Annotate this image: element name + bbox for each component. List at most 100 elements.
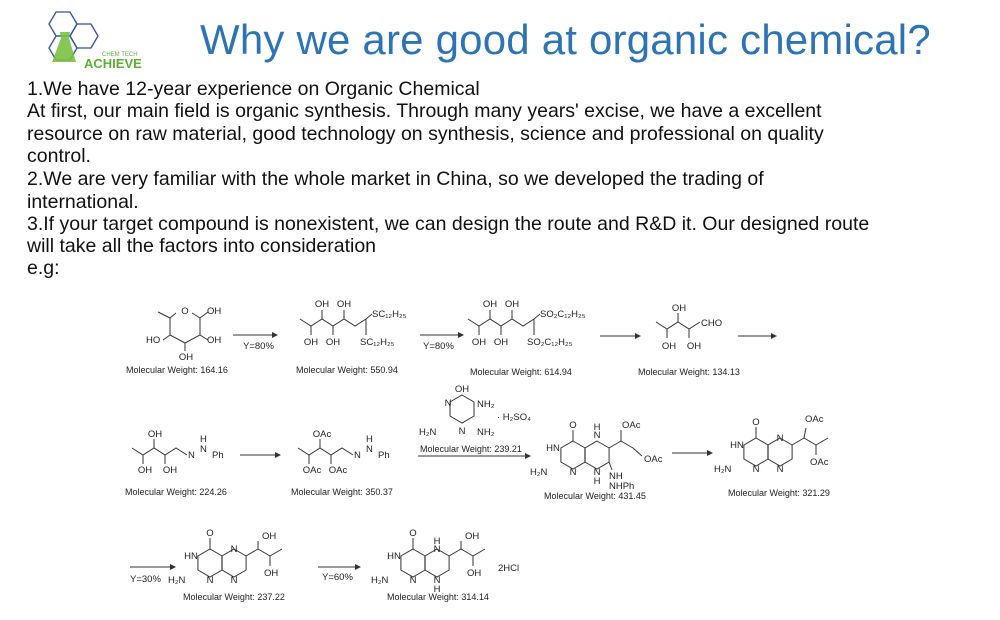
atom-label: OH (304, 337, 318, 348)
molecule-5: OH OH OH N N H Ph (131, 429, 224, 476)
bond (655, 321, 701, 330)
atom-label: SC₁₂H₂₅ (360, 337, 395, 348)
molecular-weight: Molecular Weight: 550.94 (296, 365, 398, 375)
atom-label: H₂N (530, 467, 548, 478)
bond (299, 318, 367, 327)
bond (608, 461, 613, 471)
atom-label: HO (146, 335, 160, 346)
molecule-10: O HN H₂N N N H N H OH OH 2HCl (371, 528, 519, 595)
molecular-weight: Molecular Weight: 239.21 (420, 444, 522, 454)
atom-label: OH (337, 299, 351, 310)
atom-label: NHPh (609, 481, 634, 492)
atom-label: SO₂C₁₂H₂₅ (540, 309, 586, 320)
ring-bond (584, 440, 610, 470)
molecule-3: OH OH OH OH SO₂C₁₂H₂₅ SO₂C₁₂H₂₅ (467, 299, 586, 348)
atom-label: OAc (810, 457, 829, 468)
atom-label: OAc (303, 465, 322, 476)
atom-label: NH (609, 471, 623, 482)
atom-label: H (200, 434, 207, 445)
atom-label: N (366, 444, 373, 455)
molecule-1: O OH OH OH HO (146, 306, 221, 363)
bond (199, 311, 209, 319)
atom-label: N (570, 467, 577, 478)
atom-label: OH (148, 429, 162, 440)
atom-label: NH₂ (477, 427, 495, 438)
atom-label: N (445, 398, 452, 409)
body-line: will take all the factors into considera… (27, 235, 377, 257)
logo-tagline: CHEM TECH (102, 52, 138, 58)
atom-label: N (753, 464, 760, 475)
bond (169, 312, 201, 344)
bond (245, 548, 259, 557)
atom-label: SO₂C₁₂H₂₅ (527, 337, 573, 348)
molecular-weight: Molecular Weight: 224.26 (125, 487, 227, 497)
ring (584, 440, 610, 470)
hexagon-flask-logo-icon: CHEM TECH ACHIEVE (48, 11, 142, 71)
bond (533, 313, 541, 320)
reagent-pyrimidine: OH NH₂ N N H₂N NH₂ · H₂SO₄ (419, 384, 531, 438)
body-line: resource on raw material, good technolog… (27, 123, 824, 145)
atom-label: OAc (622, 420, 641, 431)
atom-label: H (594, 476, 601, 487)
atom-label: OH (455, 384, 469, 395)
atom-label: OH (207, 306, 221, 317)
molecular-weight: Molecular Weight: 350.37 (291, 487, 393, 497)
atom-label: HN (387, 551, 401, 562)
atom-label: OH (483, 299, 497, 310)
atom-label: N (777, 433, 784, 444)
atom-label: NH₂ (477, 399, 495, 410)
bond (157, 311, 171, 319)
body-line: international. (27, 191, 139, 213)
slide-title: Why we are good at organic chemical? (200, 16, 931, 63)
bond (467, 318, 535, 327)
atom-label: OH (672, 303, 686, 314)
bond (449, 394, 475, 424)
atom-label: OH (315, 299, 329, 310)
body-line: 3.If your target compound is nonexistent… (27, 213, 870, 235)
atom-label: · H₂SO₄ (497, 412, 531, 423)
bond (269, 548, 283, 557)
atom-label: OH (494, 337, 508, 348)
atom-label: OH (262, 531, 276, 542)
atom-label: H (594, 422, 601, 433)
molecule-6: OAc OAc OAc N N H Ph (297, 429, 390, 476)
atom-label: Ph (378, 450, 390, 461)
atom-label: CHO (701, 318, 722, 329)
atom-label: N (354, 450, 361, 461)
atom-label: OH (207, 335, 221, 346)
yield-label: Y=80% (243, 341, 274, 352)
body-line: control. (27, 145, 91, 167)
molecule-9: O HN H₂N N N N OH OH (168, 528, 283, 586)
atom-label: N (777, 464, 784, 475)
logo-brand: ACHIEVE (84, 56, 142, 71)
bond (803, 427, 807, 439)
ring-bond (743, 437, 769, 467)
atom-label: H₂N (419, 427, 437, 438)
bond (199, 334, 209, 341)
body-line: 2.We are very familiar with the whole ma… (27, 168, 764, 190)
molecular-weight: Molecular Weight: 314.14 (387, 592, 489, 602)
atom-label: H₂N (714, 464, 732, 475)
atom-label: 2HCl (498, 563, 519, 574)
yield-label: Y=60% (322, 572, 353, 583)
body-line: At first, our main field is organic synt… (27, 100, 822, 122)
atom-label: O (206, 528, 213, 539)
body-line: e.g: (27, 257, 60, 279)
yield-label: Y=80% (423, 341, 454, 352)
atom-label: OAc (329, 465, 348, 476)
atom-label: N (231, 544, 238, 555)
molecular-weight: Molecular Weight: 614.94 (470, 367, 572, 377)
atom-label: OH (163, 465, 177, 476)
bond (460, 548, 474, 557)
bond (815, 437, 829, 446)
atom-label: OAc (644, 454, 663, 465)
ring-bond (400, 548, 426, 578)
molecular-weight: Molecular Weight: 164.16 (126, 365, 228, 375)
molecular-weight: Molecular Weight: 431.45 (544, 491, 646, 501)
ring (560, 440, 586, 470)
reaction-arrows (130, 332, 777, 570)
atom-label: H₂N (371, 575, 389, 586)
atom-label: H (366, 434, 373, 445)
atom-label: OH (264, 568, 278, 579)
